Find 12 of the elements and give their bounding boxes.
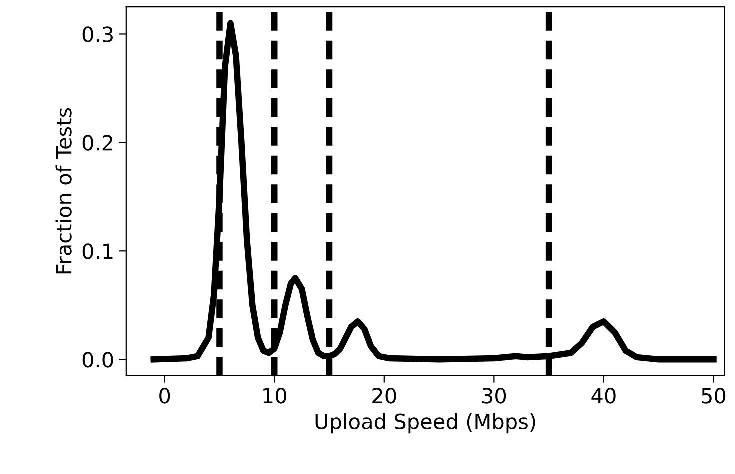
x-tick-label: 30: [482, 388, 506, 404]
y-axis-title: Fraction of Tests: [56, 108, 72, 274]
y-tick-label: 0.3: [82, 26, 113, 42]
y-tick-label: 0.1: [82, 244, 113, 260]
y-tick-label: 0.0: [82, 352, 114, 368]
x-tick-label: 40: [592, 388, 616, 404]
x-tick-label: 50: [702, 388, 726, 404]
x-axis-title: Upload Speed (Mbps): [316, 413, 536, 434]
x-tick-label: 20: [372, 388, 396, 404]
y-tick-label: 0.2: [82, 135, 113, 151]
x-tick-label: 10: [264, 388, 286, 404]
x-tick-label: 0: [160, 388, 170, 404]
